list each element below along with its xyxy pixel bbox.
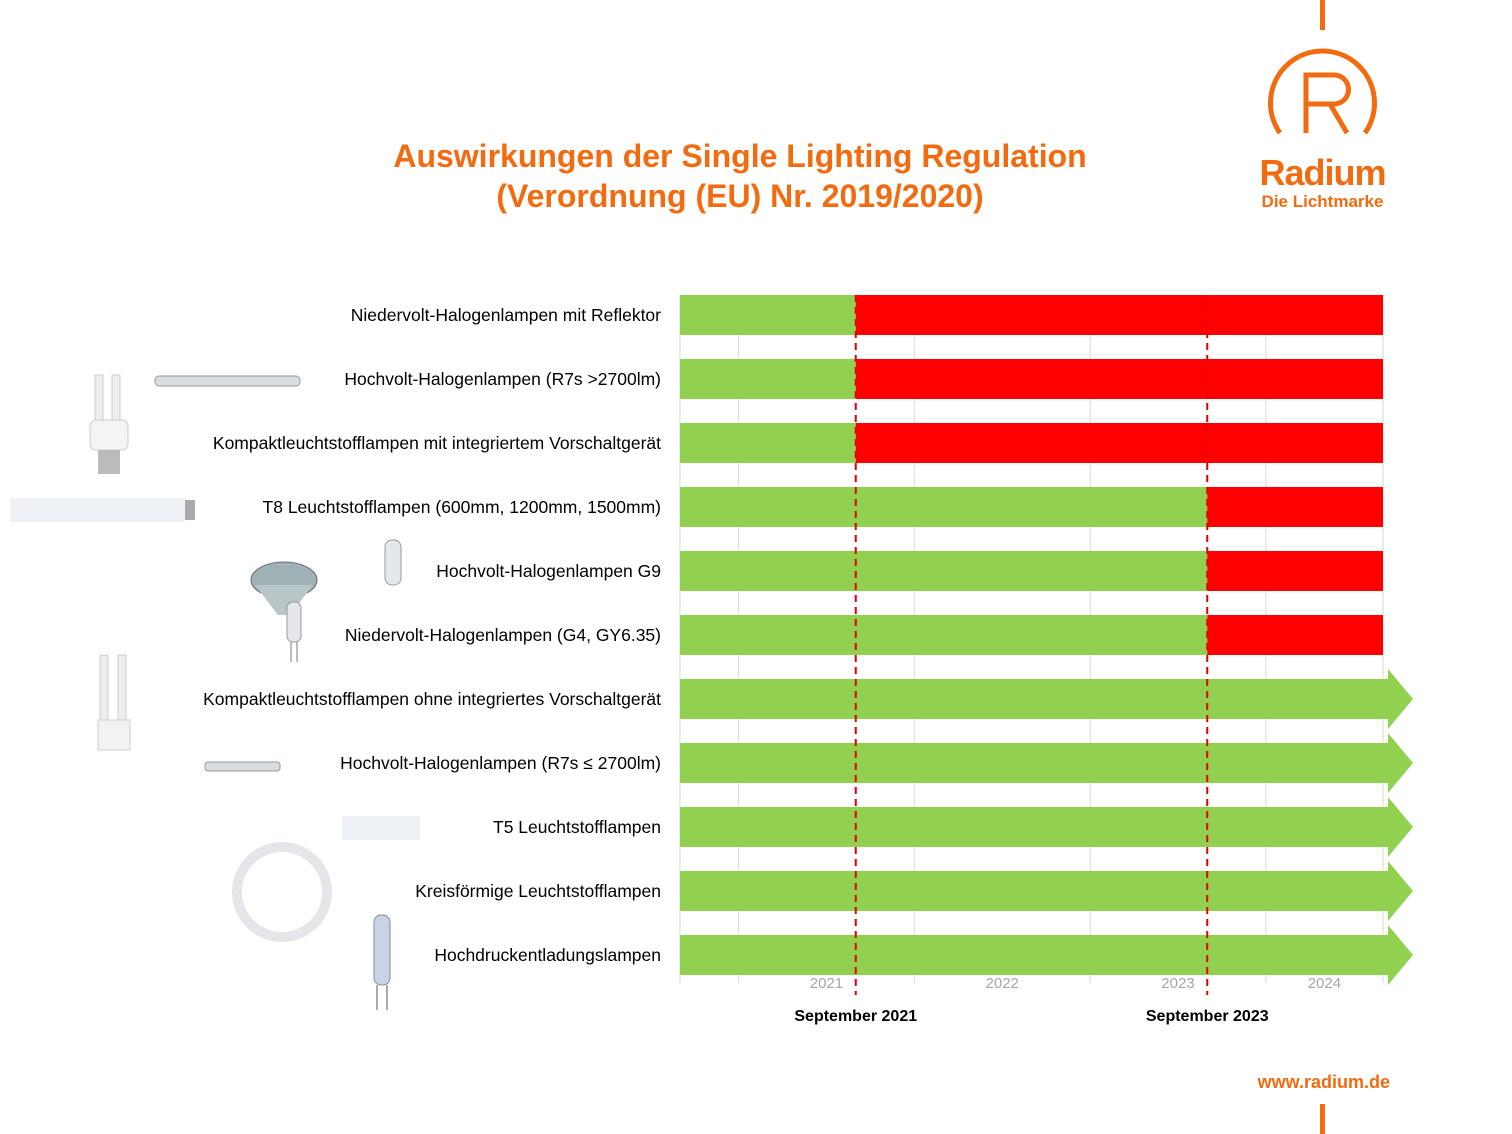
bar-allowed-arrow: [680, 925, 1413, 985]
bar-allowed-arrow: [680, 733, 1413, 793]
t5-tube-icon: [342, 816, 420, 840]
radium-logo-mark-icon: [1268, 0, 1377, 135]
category-label: Hochvolt-Halogenlampen G9: [436, 561, 661, 581]
bar-banned: [1207, 615, 1383, 655]
category-label: Kreisförmige Leuchtstofflampen: [415, 881, 661, 901]
x-tick-label: 2023: [1161, 975, 1194, 992]
bar-banned: [1207, 551, 1383, 591]
title-line-1: Auswirkungen der Single Lighting Regulat…: [393, 138, 1087, 174]
bar-allowed: [680, 359, 856, 399]
g4-capsule-icon: [286, 601, 302, 662]
category-label: Niedervolt-Halogenlampen (G4, GY6.35): [344, 625, 661, 645]
logo-name: Radium: [1259, 152, 1386, 193]
reflector-lamp-icon: [250, 561, 318, 615]
bar-allowed: [680, 423, 856, 463]
r7s-short-icon: [204, 761, 281, 772]
bar-banned: [855, 423, 1383, 463]
product-images: [10, 374, 332, 942]
category-label: Hochvolt-Halogenlampen (R7s >2700lm): [344, 369, 661, 389]
x-tick-label: 2021: [810, 975, 843, 992]
website-url[interactable]: www.radium.de: [1257, 1072, 1390, 1092]
category-label: Kompaktleuchtstofflampen mit integrierte…: [212, 433, 661, 453]
bar-allowed: [680, 487, 1208, 527]
bar-allowed-arrow: [680, 797, 1413, 857]
circular-tube-icon: [232, 842, 332, 942]
logo-tagline: Die Lichtmarke: [1261, 192, 1384, 211]
category-label: Hochvolt-Halogenlampen (R7s ≤ 2700lm): [340, 753, 661, 773]
bar-allowed: [680, 615, 1208, 655]
chart-title: Auswirkungen der Single Lighting Regulat…: [300, 136, 1180, 216]
x-tick-label: 2022: [986, 975, 1019, 992]
category-label: Kompaktleuchtstofflampen ohne integriert…: [203, 689, 661, 709]
category-label: Hochdruckentladungslampen: [434, 945, 661, 965]
bar-allowed: [680, 295, 856, 335]
bar-allowed: [680, 551, 1208, 591]
bar-banned: [855, 295, 1383, 335]
category-label: T5 Leuchtstofflampen: [493, 817, 661, 837]
t8-tube-icon: [10, 498, 195, 522]
category-label: T8 Leuchtstofflampen (600mm, 1200mm, 150…: [262, 497, 661, 517]
category-label: Niedervolt-Halogenlampen mit Reflektor: [350, 305, 661, 325]
title-line-2: (Verordnung (EU) Nr. 2019/2020): [496, 178, 984, 214]
hid-lamp-icon: [373, 914, 391, 1010]
bar-banned: [855, 359, 1383, 399]
bar-banned: [1207, 487, 1383, 527]
logo-bottom-line: [1320, 1104, 1325, 1134]
marker-label: September 2021: [794, 1008, 917, 1025]
r7s-lamp-icon: [154, 375, 301, 387]
bar-allowed-arrow: [680, 669, 1413, 729]
x-tick-label: 2024: [1308, 975, 1341, 992]
radium-logo: Radium Die Lichtmarke: [1250, 0, 1395, 220]
cfl-integrated-icon: [89, 374, 129, 474]
product-images-2: [286, 539, 420, 1010]
marker-label: September 2023: [1146, 1008, 1269, 1025]
cfl-plugin-icon: [97, 654, 131, 751]
bar-allowed-arrow: [680, 861, 1413, 921]
g9-capsule-icon: [384, 539, 402, 586]
